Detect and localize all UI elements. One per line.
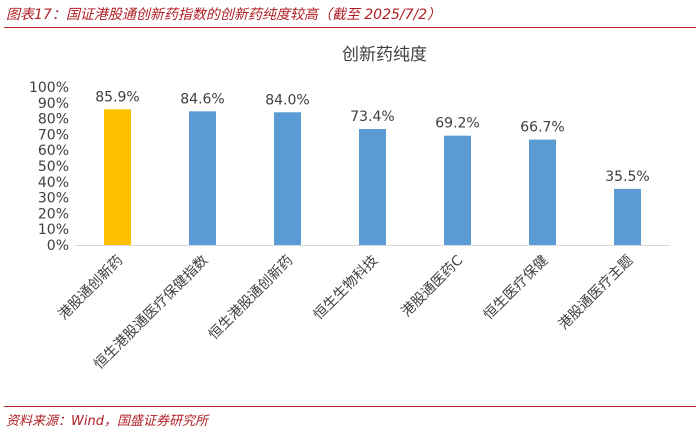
figure-source: 资料来源：Wind，国盛证券研究所 xyxy=(6,414,208,429)
bar-value-label: 84.0% xyxy=(265,92,309,108)
bar-value-label: 69.2% xyxy=(435,116,479,132)
bar xyxy=(614,188,641,245)
bar-value-label: 85.9% xyxy=(95,89,139,105)
bar xyxy=(104,109,131,245)
bar-value-label: 66.7% xyxy=(520,120,564,136)
chart-title: 创新药纯度 xyxy=(342,45,427,65)
x-category-label: 恒生生物科技 xyxy=(311,253,382,324)
bar-value-label: 73.4% xyxy=(350,109,394,125)
bar xyxy=(189,111,216,245)
y-tick-label: 90% xyxy=(38,96,69,112)
bar-value-label: 35.5% xyxy=(605,169,649,185)
figure-header: 图表17：国证港股通创新药指数的创新药纯度较高（截至 2025/7/2） xyxy=(0,0,700,30)
x-category-label: 恒生港股通创新药 xyxy=(206,253,297,344)
y-tick-label: 60% xyxy=(38,143,69,159)
x-category-label: 港股通创新药 xyxy=(56,253,127,324)
data-labels: 85.9% 84.6% 84.0% 73.4% 69.2% 66.7% 35.5% xyxy=(95,89,649,185)
y-tick-label: 80% xyxy=(38,112,69,128)
bar xyxy=(444,135,471,245)
y-axis-ticks: 0%10%20%30%40%50%60%70%80%90%100% xyxy=(29,80,69,254)
y-tick-label: 70% xyxy=(38,127,69,143)
y-tick-label: 20% xyxy=(38,206,69,222)
y-tick-label: 0% xyxy=(47,238,69,254)
bars xyxy=(104,109,641,245)
source-divider xyxy=(4,406,696,407)
x-category-label: 港股通医疗主题 xyxy=(556,253,637,334)
x-category-label: 港股通医药C xyxy=(399,252,467,320)
y-tick-label: 10% xyxy=(38,222,69,238)
bar xyxy=(529,139,556,245)
x-category-label: 恒生医疗保健 xyxy=(481,253,552,324)
y-tick-label: 100% xyxy=(29,80,69,96)
caption-divider xyxy=(4,27,696,28)
bar xyxy=(274,112,301,245)
figure-caption: 图表17：国证港股通创新药指数的创新药纯度较高（截至 2025/7/2） xyxy=(6,7,442,23)
y-tick-label: 50% xyxy=(38,159,69,175)
bar-value-label: 84.6% xyxy=(180,91,224,107)
bar xyxy=(359,129,386,245)
y-tick-label: 30% xyxy=(38,191,69,207)
bar-chart: 创新药纯度 0%10%20%30%40%50%60%70%80%90%100% … xyxy=(29,45,670,373)
y-tick-label: 40% xyxy=(38,175,69,191)
